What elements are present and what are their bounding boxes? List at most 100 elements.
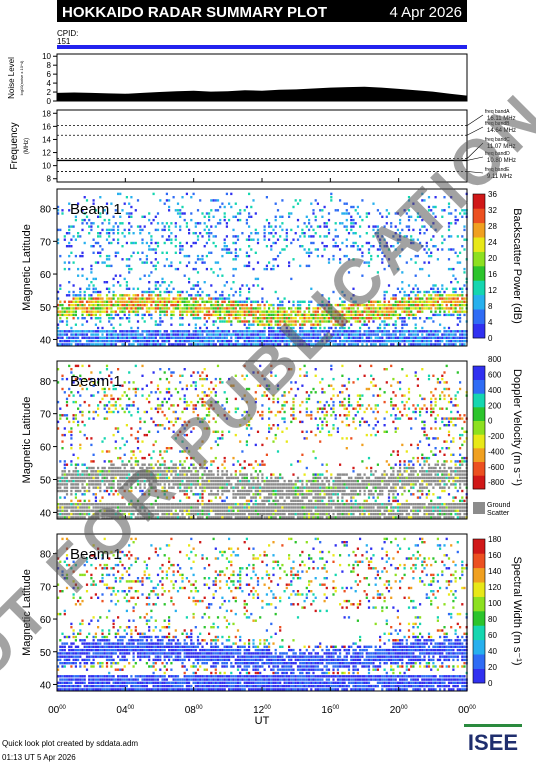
heatmap-cell [66,320,68,322]
heatmap-cell [248,320,250,322]
heatmap-cell [110,311,112,313]
heatmap-cell [157,288,159,290]
heatmap-cell [441,288,443,290]
heatmap-cell [95,304,97,306]
heatmap-cell [177,203,179,205]
heatmap-cell [144,320,146,322]
heatmap-cell [150,239,152,241]
heatmap-cell [455,294,457,296]
heatmap-cell [164,333,166,335]
heatmap-cell [86,330,88,332]
heatmap-cell [108,235,110,237]
heatmap-cell [206,255,208,257]
heatmap-cell [86,337,88,339]
heatmap-cell [175,209,177,211]
heatmap-cell [75,490,77,492]
heatmap-cell [244,487,246,489]
heatmap-cell [435,333,437,335]
heatmap-cell [430,337,432,339]
heatmap-cell [252,483,254,485]
heatmap-cell [166,258,168,260]
heatmap-cell [250,301,252,303]
heatmap-cell [215,493,217,495]
heatmap-cell [106,404,108,406]
heatmap-cell [272,424,274,426]
heatmap-cell [221,294,223,296]
heatmap-cell [237,255,239,257]
heatmap-cell [250,483,252,485]
heatmap-cell [177,301,179,303]
heatmap-cell [168,284,170,286]
heatmap-cell [432,284,434,286]
heatmap-cell [97,242,99,244]
heatmap-cell [199,333,201,335]
heatmap-cell [463,340,465,342]
heatmap-cell [159,307,161,309]
heatmap-cell [144,340,146,342]
heatmap-cell [166,340,168,342]
heatmap-cell [179,324,181,326]
heatmap-cell [150,294,152,296]
heatmap-cell [101,327,103,329]
heatmap-cell [386,307,388,309]
heatmap-cell [239,496,241,498]
heatmap-cell [326,225,328,227]
heatmap-cell [459,294,461,296]
heatmap-cell [124,311,126,313]
heatmap-cell [73,414,75,416]
heatmap-cell [126,258,128,260]
heatmap-cell [195,503,197,505]
heatmap-cell [75,414,77,416]
heatmap-cell [217,516,219,518]
heatmap-cell [408,307,410,309]
heatmap-cell [141,242,143,244]
heatmap-cell [232,510,234,512]
heatmap-cell [224,337,226,339]
heatmap-cell [232,333,234,335]
heatmap-cell [155,294,157,296]
heatmap-cell [133,304,135,306]
heatmap-cell [295,232,297,234]
heatmap-cell [113,398,115,400]
heatmap-cell [157,242,159,244]
heatmap-cell [355,222,357,224]
heatmap-cell [384,317,386,319]
heatmap-cell [279,487,281,489]
heatmap-cell [186,314,188,316]
heatmap-cell [217,365,219,367]
heatmap-cell [164,301,166,303]
heatmap-cell [257,301,259,303]
heatmap-cell [201,340,203,342]
heatmap-cell [208,500,210,502]
heatmap-cell [150,337,152,339]
heatmap-cell [455,337,457,339]
heatmap-cell [217,490,219,492]
heatmap-cell [379,343,381,345]
heatmap-cell [232,242,234,244]
heatmap-cell [177,337,179,339]
heatmap-cell [119,317,121,319]
heatmap-cell [77,294,79,296]
heatmap-cell [177,307,179,309]
heatmap-cell [286,229,288,231]
heatmap-cell [252,503,254,505]
heatmap-cell [255,307,257,309]
heatmap-cell [219,311,221,313]
heatmap-cell [126,196,128,198]
heatmap-cell [84,490,86,492]
heatmap-cell [193,506,195,508]
heatmap-cell [230,516,232,518]
heatmap-cell [412,288,414,290]
heatmap-cell [244,503,246,505]
heatmap-cell [66,311,68,313]
heatmap-cell [155,284,157,286]
heatmap-cell [264,225,266,227]
heatmap-cell [97,317,99,319]
heatmap-cell [381,320,383,322]
heatmap-cell [81,421,83,423]
heatmap-cell [164,314,166,316]
heatmap-cell [437,314,439,316]
heatmap-cell [250,516,252,518]
heatmap-cell [452,307,454,309]
heatmap-cell [275,242,277,244]
